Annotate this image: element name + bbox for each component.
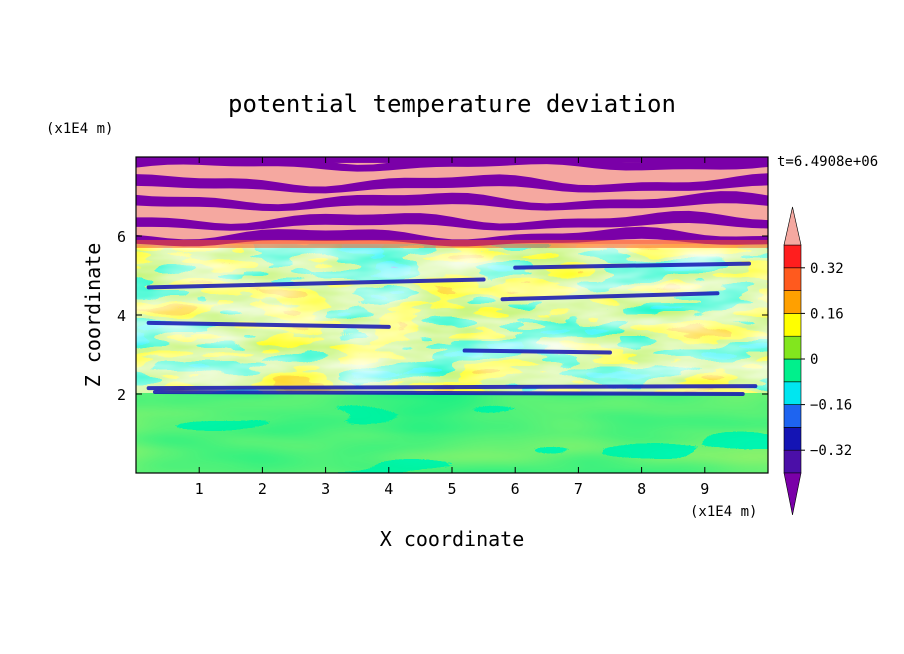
y-tick-label: 4 <box>117 307 126 325</box>
x-tick-label: 5 <box>447 480 456 498</box>
time-label: t=6.4908e+06 <box>777 154 878 170</box>
chart-title: potential temperature deviation <box>228 90 676 118</box>
x-tick-label: 2 <box>258 480 267 498</box>
x-axis-label: X coordinate <box>380 527 525 551</box>
y-tick-label: 6 <box>117 228 126 246</box>
y-axis: 2 4 6 <box>117 228 768 404</box>
y-tick-label: 2 <box>117 386 126 404</box>
colorbar-extend-bottom <box>783 472 802 516</box>
x-tick-label: 9 <box>700 480 709 498</box>
colorbar-segment <box>783 449 802 474</box>
y-unit-label: (x1E4 m) <box>46 121 113 137</box>
colorbar-tick-label: −0.16 <box>810 398 852 414</box>
x-tick-label: 3 <box>321 480 330 498</box>
plot-area: 1 2 3 4 5 6 7 8 9 2 4 6 <box>117 156 769 498</box>
colorbar-segment <box>783 335 802 360</box>
negative-streak <box>513 261 752 270</box>
upper-bands <box>136 157 768 248</box>
x-unit-label: (x1E4 m) <box>690 504 757 520</box>
purple-band <box>136 191 768 212</box>
colorbar-tick-label: −0.32 <box>810 443 852 459</box>
colorbar-segment <box>783 290 802 314</box>
colorbar-segment <box>783 404 802 428</box>
colorbar-segment <box>783 427 802 451</box>
colorbar: 0.32 0.16 0 −0.16 −0.32 <box>783 206 852 516</box>
colorbar-segment <box>783 244 802 269</box>
x-tick-label: 4 <box>384 480 393 498</box>
purple-band <box>136 173 768 194</box>
colorbar-segment <box>783 381 802 405</box>
band-transition <box>136 239 768 248</box>
negative-streak <box>146 384 758 391</box>
negative-streak <box>146 320 391 329</box>
x-tick-label: 7 <box>574 480 583 498</box>
colorbar-tick-label: 0 <box>810 352 818 368</box>
negative-streak <box>146 277 486 290</box>
x-tick-label: 6 <box>511 480 520 498</box>
colorbar-tick-label: 0.32 <box>810 261 844 277</box>
negative-streak <box>500 291 720 302</box>
mixed-layer <box>136 230 768 395</box>
x-tick-label: 1 <box>195 480 204 498</box>
negative-streak <box>152 390 745 396</box>
colorbar-tick-label: 0.16 <box>810 306 844 322</box>
colorbar-segment <box>783 313 802 337</box>
mixed-layer-streaks <box>146 261 758 396</box>
purple-band <box>136 210 768 231</box>
purple-band <box>136 226 768 247</box>
colorbar-extend-top <box>783 206 802 246</box>
x-tick-label: 8 <box>637 480 646 498</box>
x-axis: 1 2 3 4 5 6 7 8 9 <box>195 157 709 498</box>
y-axis-label: Z coordinate <box>81 243 105 388</box>
colorbar-segment <box>783 358 802 383</box>
colorbar-segment <box>783 267 802 291</box>
negative-streak <box>462 348 612 355</box>
